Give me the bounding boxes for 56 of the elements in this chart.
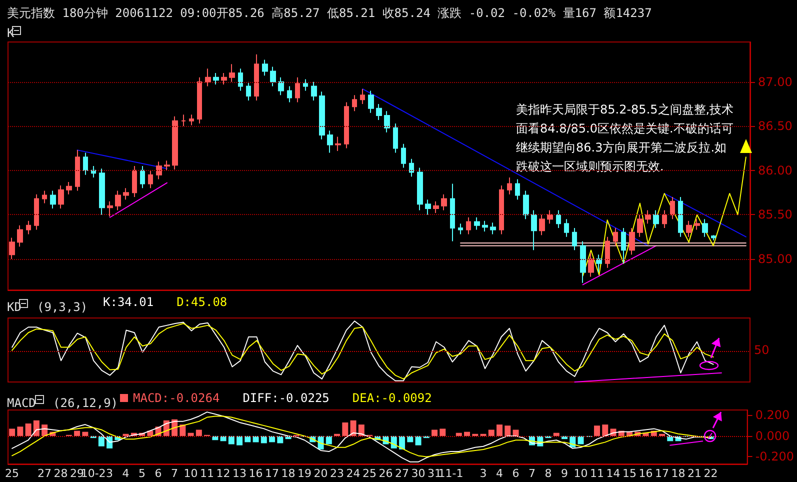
y-tick-label: -0.200 — [755, 450, 794, 464]
text: DEA:-0.0092 — [352, 391, 432, 405]
x-tick-label: 13 — [232, 467, 247, 480]
series-label: D:45.08 — [176, 295, 228, 309]
y-tick-label: 0.200 — [755, 408, 790, 422]
text: 50 — [754, 342, 770, 357]
x-tick-label: 18 — [281, 467, 296, 480]
x-tick-label: 28 — [54, 467, 68, 480]
x-tick-label: 25 — [5, 467, 20, 480]
x-tick-label: 6 — [512, 467, 520, 480]
x-tick-label: 26 — [378, 467, 393, 480]
x-tick-label: 14 — [606, 467, 620, 480]
x-tick-label: 27 — [395, 467, 410, 480]
x-tick-label: 22 — [704, 467, 718, 480]
series-label: K:34.01 — [103, 295, 154, 309]
x-tick-label: 6 — [154, 467, 162, 480]
x-tick-label: 7 — [528, 467, 536, 480]
x-tick-label: 27 — [38, 467, 52, 480]
x-tick-label: 24 — [346, 467, 360, 480]
x-tick-label: 21 — [688, 467, 702, 480]
x-tick-label: 30 — [411, 467, 426, 480]
x-tick-label: 16 — [248, 467, 263, 480]
x-tick-label: 18 — [671, 467, 686, 480]
x-tick-label: 10 — [574, 467, 588, 480]
x-tick-label: 3 — [106, 467, 114, 480]
x-tick-label: 25 — [362, 467, 377, 480]
chart-subtitle: (26,12,9) — [53, 396, 118, 410]
y-tick-label: 87.00 — [758, 74, 792, 89]
x-tick-label: 4 — [496, 467, 504, 480]
x-tick-label: 16 — [638, 467, 653, 480]
y-tick-label: 86.50 — [758, 119, 792, 134]
x-tick-label: 3 — [480, 467, 487, 480]
chart-title: 美元指数 180分钟 20061122 09:00开85.26 高85.27 低85.21 收85.24 涨跌 -0.02 -0.02% 量167 额14237 — [7, 6, 652, 20]
x-tick-label: 7 — [171, 467, 178, 480]
chart-title: MACD — [7, 396, 36, 410]
x-tick-label: 11 — [200, 467, 214, 480]
x-tick-label: 17 — [265, 467, 280, 480]
chart-subtitle: (9,3,3) — [37, 300, 88, 314]
x-tick-label: 5 — [138, 467, 146, 480]
y-tick-label: 85.00 — [758, 252, 792, 266]
x-tick-label: 4 — [122, 467, 130, 480]
y-tick-label: 85.50 — [758, 208, 792, 222]
x-tick-label: 9 — [561, 467, 568, 480]
x-tick-label: 8 — [544, 467, 552, 480]
y-tick-label: 0.000 — [755, 428, 790, 443]
x-tick-label: 20 — [314, 467, 328, 480]
x-tick-label: 10 — [184, 467, 198, 480]
x-tick-label: 12 — [216, 467, 230, 480]
y-tick-label: 86.00 — [758, 163, 792, 178]
x-tick-label: 17 — [655, 467, 670, 480]
x-tick-label: 23 — [330, 467, 344, 480]
x-tick-label: 19 — [298, 467, 312, 480]
x-tick-label: 11 — [590, 467, 604, 480]
x-tick-label: 15 — [622, 467, 637, 480]
legend-label: MACD:-0.0264 — [133, 391, 220, 405]
series-label: DIFF:-0.0225 — [242, 391, 330, 405]
